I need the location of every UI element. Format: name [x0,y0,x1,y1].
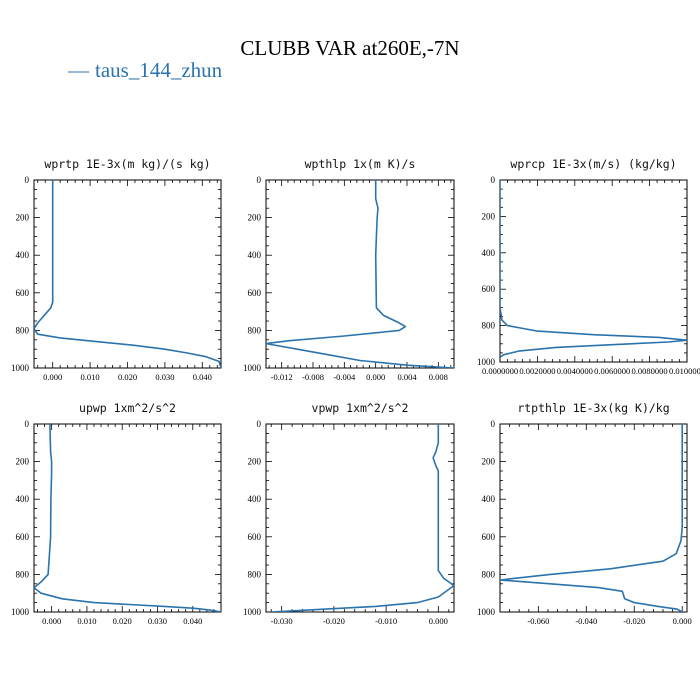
y-tick-label: 1000 [477,357,496,367]
y-tick-label: 600 [248,532,262,542]
x-tick-label: 0.030 [148,616,167,626]
panel-title: vpwp 1xm^2/s^2 [312,401,409,415]
panel-5: vpwp 1xm^2/s^2 0 200 400 600 800 1000 -0.030 -0.… [243,401,455,626]
panel-title: rtpthlp 1E-3x(kg K)/kg [517,401,669,415]
x-tick-label: -0.004 [333,372,356,382]
x-tick-label: 0.010 [77,616,96,626]
panel-title: wpthlp 1x(m K)/s [305,157,416,171]
y-tick-label: 200 [482,211,496,221]
y-tick-label: 600 [482,284,496,294]
y-tick-label: 0 [25,419,30,429]
x-tick-label: 0.0000000 [482,366,518,376]
x-tick-label: 0.0020000 [519,366,555,376]
y-tick-label: 600 [16,288,30,298]
x-tick-label: 0.008 [429,372,448,382]
y-tick-label: 400 [482,494,496,504]
chart-title: CLUBB VAR at260E,-7N [240,36,460,60]
y-tick-label: 400 [482,248,496,258]
x-tick-label: 0.020 [118,372,137,382]
y-tick-label: 800 [482,569,496,579]
panel-title: upwp 1xm^2/s^2 [79,401,176,415]
x-tick-label: -0.020 [323,616,345,626]
y-tick-label: 400 [248,250,262,260]
panel-frame [33,423,222,613]
y-tick-label: 800 [16,569,30,579]
x-tick-label: 0.0060000 [594,366,630,376]
y-tick-label: 400 [248,494,262,504]
y-tick-label: 0 [25,175,30,185]
x-tick-label: -0.008 [302,372,324,382]
x-tick-label: 0.0080000 [632,366,668,376]
y-tick-label: 200 [482,457,496,467]
y-tick-label: 800 [248,325,262,335]
series-line [500,180,687,359]
panel-title: wprtp 1E-3x(m kg)/(s kg) [44,157,210,171]
x-tick-label: 0.000 [43,372,62,382]
y-tick-label: 1000 [243,363,262,373]
x-tick-label: 0.0100000 [669,366,700,376]
panel-2: wpthlp 1x(m K)/s02004006008001000-0.012-… [243,157,455,382]
y-tick-label: 200 [248,457,262,467]
y-tick-label: 200 [16,457,30,467]
y-tick-label: 800 [248,569,262,579]
panel-frame [265,423,455,613]
x-tick-label: 0.000 [42,616,61,626]
panel-frame [33,179,222,369]
x-tick-label: 0.030 [155,372,174,382]
panel-6: rtpthlp 1E-3x(kg K)/kg 0 200 400 600 800 1000 -… [477,401,692,626]
y-tick-label: 0 [257,419,262,429]
y-tick-label: 1000 [477,607,496,617]
y-tick-label: 0 [491,419,496,429]
y-tick-label: 1000 [243,607,262,617]
x-tick-label: 0.000 [673,616,692,626]
x-tick-label: 0.040 [183,616,202,626]
x-tick-label: 0.010 [81,372,100,382]
y-tick-label: 600 [16,532,30,542]
panel-4: upwp 1xm^2/s^2 0 200 400 600 800 1000 0.000 0.01… [11,401,222,626]
x-tick-label: 0.040 [193,372,212,382]
panel-3: wprcp 1E-3x(m/s) (kg/kg) 0 200 400 600 800 100… [477,157,700,376]
x-tick-label: 0.020 [113,616,132,626]
x-tick-label: -0.020 [623,616,645,626]
y-tick-label: 1000 [11,607,30,617]
y-tick-label: 600 [482,532,496,542]
y-tick-label: 0 [257,175,262,185]
x-tick-label: -0.010 [375,616,397,626]
y-tick-label: 1000 [11,363,30,373]
legend-label: taus_144_zhun [95,58,223,82]
y-tick-label: 600 [248,288,262,298]
y-tick-label: 800 [16,325,30,335]
x-tick-label: 0.000 [429,616,448,626]
series-line [500,424,684,612]
legend-line-icon: — [68,58,89,82]
series-line [271,424,454,612]
y-tick-label: 0 [491,175,496,185]
y-tick-label: 200 [248,213,262,223]
y-tick-label: 200 [16,213,30,223]
panel-1: wprtp 1E-3x(m kg)/(s kg) 0 200 400 600 800 100… [11,157,222,382]
x-tick-label: 0.000 [366,372,385,382]
x-tick-label: -0.030 [271,616,293,626]
panel-frame [499,423,688,613]
x-tick-label: 0.004 [397,372,417,382]
x-tick-label: 0.0040000 [557,366,593,376]
series-line [34,424,221,612]
panel-title: wprcp 1E-3x(m/s) (kg/kg) [510,157,676,171]
series-line [266,180,454,368]
x-tick-label: -0.060 [527,616,549,626]
y-tick-label: 400 [16,250,30,260]
legend: — taus_144_zhun [68,58,222,83]
x-tick-label: -0.012 [271,372,293,382]
y-tick-label: 400 [16,494,30,504]
y-tick-label: 800 [482,321,496,331]
series-line [34,180,221,368]
x-tick-label: -0.040 [575,616,597,626]
